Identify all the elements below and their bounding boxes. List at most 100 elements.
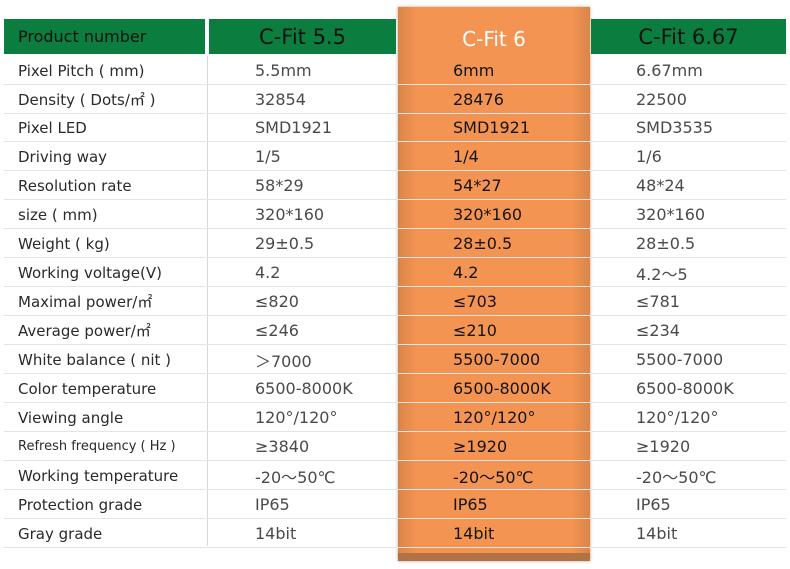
value-model-1: -20～50℃ <box>255 467 336 487</box>
row-separator <box>4 199 786 200</box>
value-model-2: ≤703 <box>453 292 497 311</box>
row-separator <box>4 257 786 258</box>
value-model-2: 6500-8000K <box>453 379 551 398</box>
table-row: Average power/㎡ ≤246 ≤210 ≤234 <box>4 316 786 345</box>
value-model-3: 1/6 <box>636 147 662 166</box>
value-model-2: ≤210 <box>453 321 497 340</box>
table-row: Driving way 1/5 1/4 1/6 <box>4 142 786 171</box>
row-label: Density ( Dots/㎡ ) <box>18 91 156 109</box>
table-row: Gray grade 14bit 14bit 14bit <box>4 519 786 548</box>
table-row: Working voltage(V) 4.2 4.2 4.2～5 <box>4 258 786 287</box>
table-row: Resolution rate 58*29 54*27 48*24 <box>4 171 786 200</box>
value-model-2: IP65 <box>453 495 488 514</box>
header-model-3: C-Fit 6.67 <box>591 19 786 54</box>
row-separator <box>4 84 786 85</box>
value-model-2: 120°/120° <box>453 408 536 427</box>
row-separator <box>4 315 786 316</box>
value-model-1: 120°/120° <box>255 408 338 427</box>
value-model-1: ≤820 <box>255 292 299 311</box>
highlighted-column: C-Fit 6 <box>398 7 590 561</box>
value-model-1: 4.2 <box>255 263 281 282</box>
value-model-3: SMD3535 <box>636 118 713 137</box>
value-model-2: 320*160 <box>453 205 523 224</box>
value-model-1: 5.5mm <box>255 61 312 80</box>
value-model-3: 5500-7000 <box>636 350 724 369</box>
value-model-1: 58*29 <box>255 176 304 195</box>
header-model-1: C-Fit 5.5 <box>209 19 396 54</box>
table-row: Protection grade IP65 IP65 IP65 <box>4 490 786 519</box>
value-model-2: SMD1921 <box>453 118 530 137</box>
row-separator <box>4 344 786 345</box>
value-model-3: ≤781 <box>636 292 680 311</box>
table-row: Maximal power/㎡ ≤820 ≤703 ≤781 <box>4 287 786 316</box>
value-model-3: IP65 <box>636 495 671 514</box>
row-separator <box>4 547 786 548</box>
value-model-2: 14bit <box>453 524 495 543</box>
value-model-1: 320*160 <box>255 205 325 224</box>
row-label: Maximal power/㎡ <box>18 293 153 311</box>
value-model-2: 28476 <box>453 90 504 109</box>
value-model-1: ≤246 <box>255 321 299 340</box>
value-model-3: ≥1920 <box>636 437 691 456</box>
value-model-3: 28±0.5 <box>636 234 696 253</box>
value-model-3: 6500-8000K <box>636 379 734 398</box>
row-separator <box>4 113 786 114</box>
table-row: White balance ( nit ) ＞7000 5500-7000 5500-… <box>4 345 786 374</box>
row-separator <box>4 286 786 287</box>
table-row: Density ( Dots/㎡ ) 32854 28476 22500 <box>4 85 786 114</box>
value-model-3: 320*160 <box>636 205 706 224</box>
row-label: White balance ( nit ) <box>18 350 172 369</box>
row-label: Refresh frequency ( Hz ) <box>18 439 176 454</box>
row-label: Driving way <box>18 147 108 166</box>
row-separator <box>4 431 786 432</box>
table-row: Working temperature -20～50℃ -20～50℃ -20～50℃ <box>4 461 786 490</box>
table-row: Pixel LED SMD1921 SMD1921 SMD3535 <box>4 113 786 142</box>
value-model-1: 14bit <box>255 524 297 543</box>
row-label: Color temperature <box>18 379 157 398</box>
row-label: Resolution rate <box>18 176 132 195</box>
value-model-3: 22500 <box>636 90 687 109</box>
column-divider <box>207 56 208 546</box>
row-separator <box>4 373 786 374</box>
row-label: Viewing angle <box>18 408 124 427</box>
row-label: Working voltage(V) <box>18 263 162 282</box>
row-separator <box>4 228 786 229</box>
value-model-3: 48*24 <box>636 176 685 195</box>
value-model-3: 120°/120° <box>636 408 719 427</box>
row-label: Average power/㎡ <box>18 322 151 340</box>
value-model-1: IP65 <box>255 495 290 514</box>
table-row: size ( mm) 320*160 320*160 320*160 <box>4 200 786 229</box>
row-separator <box>4 518 786 519</box>
table-row: Color temperature 6500-8000K 6500-8000K 650… <box>4 374 786 403</box>
value-model-2: 28±0.5 <box>453 234 513 253</box>
table-row: Pixel Pitch ( mm) 5.5mm 6mm 6.67mm <box>4 56 786 85</box>
value-model-2: 54*27 <box>453 176 502 195</box>
table-row: Refresh frequency ( Hz ) ≥3840 ≥1920 ≥1920 <box>4 432 786 461</box>
value-model-2: -20～50℃ <box>453 467 534 487</box>
table-row: Weight ( kg) 29±0.5 28±0.5 28±0.5 <box>4 229 786 258</box>
row-label: Weight ( kg) <box>18 234 110 253</box>
value-model-3: ≤234 <box>636 321 680 340</box>
header-model-2: C-Fit 6 <box>462 27 526 51</box>
value-model-1: ≥3840 <box>255 437 310 456</box>
row-separator <box>4 460 786 461</box>
row-label: Protection grade <box>18 495 143 514</box>
row-separator <box>4 489 786 490</box>
row-separator <box>4 402 786 403</box>
value-model-1: 32854 <box>255 90 306 109</box>
row-separator <box>4 141 786 142</box>
highlight-bottom-bar <box>398 553 590 561</box>
value-model-3: 6.67mm <box>636 61 703 80</box>
value-model-2: 5500-7000 <box>453 350 541 369</box>
row-separator <box>4 170 786 171</box>
value-model-1: 29±0.5 <box>255 234 315 253</box>
row-label: Pixel Pitch ( mm) <box>18 61 145 80</box>
row-label: Pixel LED <box>18 118 87 137</box>
value-model-3: 4.2～5 <box>636 264 688 284</box>
header-product-number: Product number <box>4 19 205 54</box>
table-row: Viewing angle 120°/120° 120°/120° 120°/120° <box>4 403 786 432</box>
value-model-2: 1/4 <box>453 147 479 166</box>
value-model-2: 4.2 <box>453 263 479 282</box>
value-model-1: 6500-8000K <box>255 379 353 398</box>
value-model-1: 1/5 <box>255 147 281 166</box>
